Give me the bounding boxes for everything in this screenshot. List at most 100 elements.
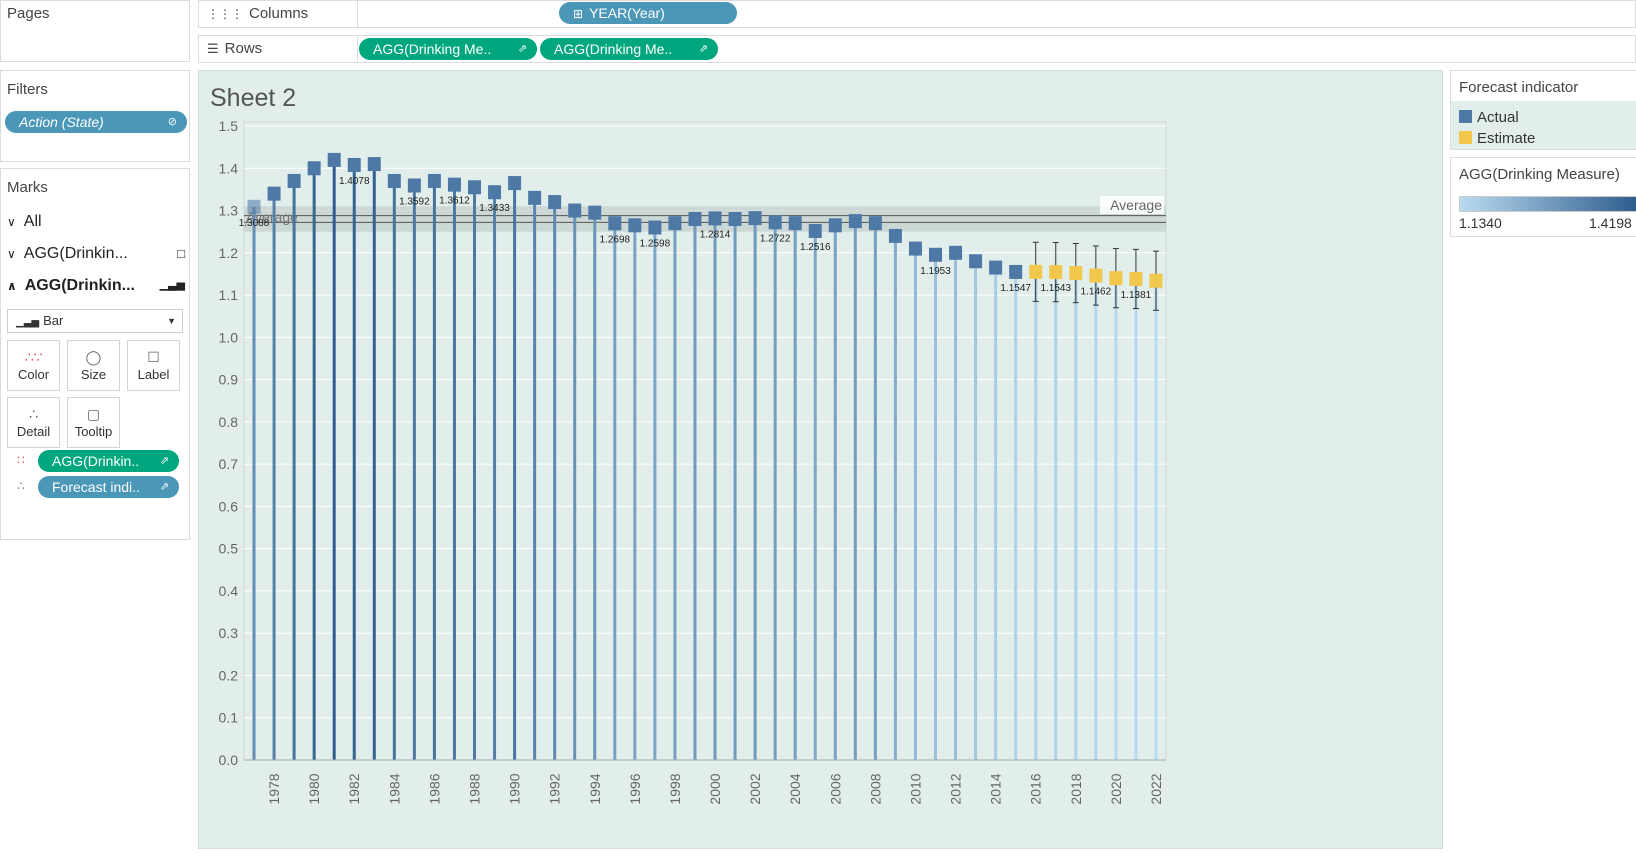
estimate-mark	[1109, 271, 1123, 286]
color-button[interactable]: ∴∵ Color	[7, 340, 60, 391]
actual-mark	[648, 220, 662, 235]
data-label: 1.2814	[700, 229, 731, 240]
x-tick-label: 1992	[547, 773, 563, 804]
actual-mark	[668, 216, 682, 231]
mark-type-dropdown[interactable]: ▁▃▅ Bar ▼	[7, 309, 183, 333]
x-tick-label: 1986	[426, 773, 442, 804]
columns-shelf[interactable]: ⋮⋮⋮ Columns ⊞ YEAR(Year)	[198, 0, 1636, 28]
y-tick-label: 1.3	[219, 203, 239, 219]
dual-axis-icon: ⇗	[517, 43, 527, 55]
size-button[interactable]: ◯ Size	[67, 340, 120, 391]
chevron-down-icon: ∨	[7, 247, 16, 261]
label-button[interactable]: ☐ Label	[127, 340, 180, 391]
actual-mark	[287, 173, 301, 188]
x-tick-label: 1984	[386, 773, 402, 804]
data-label: 1.1381	[1121, 290, 1152, 301]
actual-mark	[949, 245, 963, 260]
x-tick-label: 2004	[787, 773, 803, 804]
actual-mark	[387, 173, 401, 188]
rows-drop-area[interactable]	[357, 36, 358, 62]
x-tick-label: 2010	[907, 773, 923, 804]
data-label: 1.2722	[760, 233, 791, 244]
x-tick-label: 1994	[587, 773, 603, 804]
dropdown-arrow-icon: ▼	[167, 316, 176, 326]
dual-axis-icon: ⇗	[159, 481, 169, 493]
filter-action-state-pill[interactable]: Action (State) ⊘	[5, 111, 187, 133]
rows-pill-1-label: AGG(Drinking Me..	[373, 41, 492, 57]
estimate-mark	[1069, 266, 1083, 281]
size-icon: ◯	[85, 349, 102, 365]
legend-item-estimate[interactable]: Estimate	[1459, 130, 1535, 147]
actual-mark	[788, 216, 802, 231]
rows-shelf[interactable]: ☰ Rows AGG(Drinking Me.. ⇗ AGG(Drinking M…	[198, 35, 1636, 63]
actual-mark	[728, 211, 742, 226]
actual-mark	[748, 211, 762, 226]
bar-chart[interactable]: 0.0 0.1 0.2 0.3 0.4 0.5 0.6 0.7 0.8 0.9 1.0 1.1 1.2 1…	[199, 71, 1444, 850]
y-tick-label: 1.0	[219, 329, 239, 345]
dual-axis-icon: ⇗	[698, 43, 708, 55]
columns-icon: ⋮⋮⋮	[207, 7, 243, 21]
color-icon: ∴∵	[24, 349, 43, 365]
data-label: 1.3612	[439, 196, 470, 207]
y-tick-label: 1.1	[219, 287, 239, 303]
color-legend-title: AGG(Drinking Measure)	[1459, 166, 1620, 183]
detail-icon: ∴	[29, 406, 38, 422]
y-tick-label: 0.3	[219, 625, 239, 641]
estimate-mark	[1149, 273, 1163, 288]
estimate-mark	[1029, 264, 1043, 279]
tooltip-button[interactable]: ▢ Tooltip	[67, 397, 120, 448]
columns-drop-area[interactable]	[357, 1, 358, 27]
y-tick-label: 0.6	[219, 498, 239, 514]
filters-title: Filters	[7, 81, 48, 98]
forecast-legend-header	[1451, 71, 1636, 101]
actual-mark	[768, 215, 782, 230]
color-legend: AGG(Drinking Measure) 1.1340 1.4198	[1450, 157, 1636, 237]
x-tick-label: 2018	[1068, 773, 1084, 804]
actual-mark	[888, 228, 902, 243]
y-tick-label: 0.0	[219, 752, 239, 768]
average-label-bg	[1100, 195, 1164, 214]
rows-pill-1[interactable]: AGG(Drinking Me.. ⇗	[359, 38, 537, 60]
color-ramp	[1459, 196, 1636, 212]
chevron-down-icon: ∨	[7, 215, 16, 229]
y-tick-label: 0.5	[219, 541, 239, 557]
pages-shelf[interactable]: Pages	[0, 0, 190, 62]
detail-button[interactable]: ∴ Detail	[7, 397, 60, 448]
x-tick-label: 2008	[867, 773, 883, 804]
x-tick-label: 1988	[467, 773, 483, 804]
x-tick-label: 2000	[707, 773, 723, 804]
actual-mark	[828, 218, 842, 233]
data-label: 1.3088	[239, 218, 270, 229]
y-tick-label: 0.4	[219, 583, 239, 599]
x-tick-label: 1978	[266, 773, 282, 804]
rows-pill-2[interactable]: AGG(Drinking Me.. ⇗	[540, 38, 718, 60]
mark-type-value: Bar	[43, 313, 64, 328]
data-label: 1.2698	[600, 234, 631, 245]
data-label: 1.1543	[1040, 283, 1071, 294]
actual-mark	[908, 241, 922, 256]
rows-pill-2-label: AGG(Drinking Me..	[554, 41, 673, 57]
rows-icon: ☰	[207, 41, 219, 56]
square-mark-icon: □	[177, 246, 185, 261]
x-tick-label: 1996	[627, 773, 643, 804]
forecast-legend: Forecast indicator Actual Estimate	[1450, 70, 1636, 150]
marks-title: Marks	[7, 179, 48, 196]
expand-icon[interactable]: ⊞	[573, 7, 584, 21]
marks-measure-row-2[interactable]: ∧ AGG(Drinkin... ▁▃▅	[7, 277, 185, 294]
actual-mark	[688, 211, 702, 226]
link-icon: ⊘	[167, 116, 177, 128]
tooltip-icon: ▢	[86, 406, 101, 422]
detail-encoding-icon: ∴	[17, 479, 25, 493]
x-tick-label: 2012	[948, 773, 964, 804]
estimate-mark	[1089, 268, 1103, 283]
marks-measure-row-1[interactable]: ∨ AGG(Drinkin... □	[7, 245, 185, 262]
legend-item-actual[interactable]: Actual	[1459, 109, 1519, 126]
data-label: 1.3433	[479, 203, 510, 214]
marks-all-row[interactable]: ∨ All	[7, 213, 42, 230]
color-legend-max: 1.4198	[1589, 215, 1632, 231]
marks-color-pill[interactable]: AGG(Drinkin.. ⇗	[38, 450, 179, 472]
marks-detail-pill[interactable]: Forecast indi.. ⇗	[38, 476, 179, 498]
reference-band	[244, 206, 1166, 232]
actual-mark	[447, 177, 461, 192]
columns-year-pill[interactable]: ⊞ YEAR(Year)	[559, 2, 737, 24]
